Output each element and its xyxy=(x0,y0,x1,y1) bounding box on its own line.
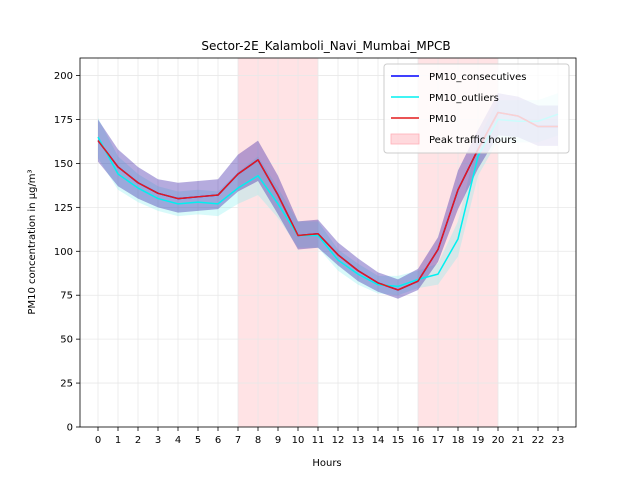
y-axis-ticks: 0 25 50 75 100 125 150 175 200 xyxy=(54,71,80,434)
legend: PM10_consecutives PM10_outliers PM10 Pea… xyxy=(383,63,570,154)
legend-label-pm10: PM10 xyxy=(429,114,456,125)
y-tick-label-7: 175 xyxy=(54,115,73,126)
y-tick-label-2: 50 xyxy=(60,335,73,346)
x-tick-label-17: 17 xyxy=(432,435,445,446)
x-tick-label-23: 23 xyxy=(552,435,565,446)
legend-label-pm10-consecutives: PM10_consecutives xyxy=(429,72,527,83)
x-axis-label: Hours xyxy=(312,458,341,469)
x-tick-label-16: 16 xyxy=(412,435,425,446)
x-tick-label-21: 21 xyxy=(512,435,525,446)
legend-box xyxy=(383,63,570,154)
x-tick-label-9: 9 xyxy=(275,435,281,446)
x-tick-label-2: 2 xyxy=(135,435,141,446)
x-tick-label-6: 6 xyxy=(215,435,221,446)
x-tick-label-0: 0 xyxy=(95,435,101,446)
x-tick-label-3: 3 xyxy=(155,435,161,446)
x-tick-label-13: 13 xyxy=(352,435,365,446)
x-tick-label-4: 4 xyxy=(175,435,181,446)
x-tick-label-12: 12 xyxy=(332,435,345,446)
y-tick-label-0: 0 xyxy=(67,423,73,434)
legend-swatch-peak-traffic xyxy=(390,133,420,145)
legend-label-peak-traffic: Peak traffic hours xyxy=(429,135,517,146)
x-tick-label-1: 1 xyxy=(115,435,121,446)
x-tick-label-5: 5 xyxy=(195,435,201,446)
y-tick-label-4: 100 xyxy=(54,247,73,258)
x-tick-label-20: 20 xyxy=(492,435,505,446)
plot-frame xyxy=(79,57,577,428)
x-tick-label-8: 8 xyxy=(255,435,261,446)
x-tick-label-7: 7 xyxy=(235,435,241,446)
legend-label-pm10-outliers: PM10_outliers xyxy=(429,93,499,104)
confidence-band-pm10-consecutives xyxy=(98,93,558,299)
axes xyxy=(79,57,577,428)
y-tick-label-6: 150 xyxy=(54,159,73,170)
x-axis-ticks: 0 1 2 3 4 5 6 7 8 9 10 11 12 13 14 15 16 17 18 19 20 21 22 23 xyxy=(95,427,565,446)
y-axis-label: PM10 concentration in µg/m³ xyxy=(27,169,38,314)
y-tick-label-8: 200 xyxy=(54,71,73,82)
x-tick-label-10: 10 xyxy=(292,435,305,446)
x-tick-label-19: 19 xyxy=(472,435,485,446)
y-tick-label-5: 125 xyxy=(54,203,73,214)
x-tick-label-15: 15 xyxy=(392,435,405,446)
y-tick-label-1: 25 xyxy=(60,379,73,390)
x-tick-label-18: 18 xyxy=(452,435,465,446)
y-tick-label-3: 75 xyxy=(60,291,73,302)
x-tick-label-11: 11 xyxy=(312,435,325,446)
x-tick-label-14: 14 xyxy=(372,435,385,446)
x-tick-label-22: 22 xyxy=(532,435,545,446)
chart-title: Sector-2E_Kalamboli_Navi_Mumbai_MPCB xyxy=(201,39,450,53)
